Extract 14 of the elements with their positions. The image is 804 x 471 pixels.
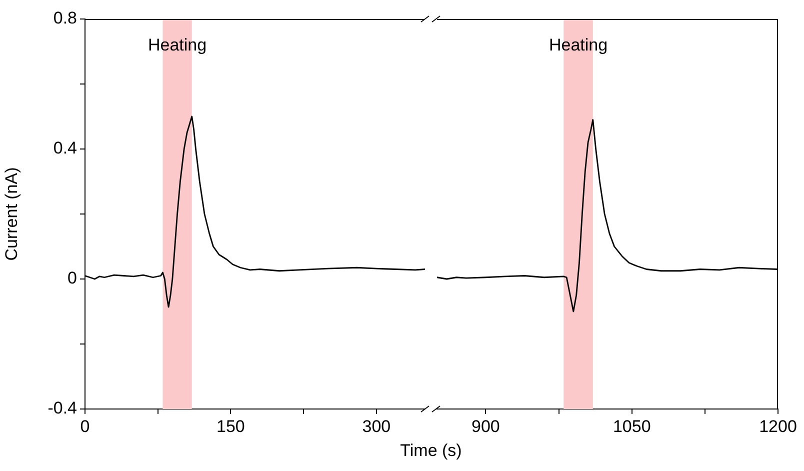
x-tick-label: 0 bbox=[80, 416, 90, 436]
y-tick-label: 0.8 bbox=[53, 8, 77, 28]
y-tick-label: -0.4 bbox=[48, 398, 77, 418]
x-axis-title: Time (s) bbox=[399, 441, 463, 461]
band-label: Heating bbox=[548, 36, 608, 55]
y-tick-label: 0 bbox=[68, 268, 77, 288]
x-tick-label: 300 bbox=[362, 416, 391, 436]
y-axis-title: Current (nA) bbox=[2, 167, 21, 261]
x-tick-label: 150 bbox=[216, 416, 245, 436]
x-tick-label: 1200 bbox=[759, 416, 797, 436]
x-tick-label: 1050 bbox=[612, 416, 651, 436]
band-label: Heating bbox=[148, 36, 207, 55]
x-tick-label: 900 bbox=[472, 416, 500, 436]
y-tick-label: 0.4 bbox=[53, 138, 77, 158]
